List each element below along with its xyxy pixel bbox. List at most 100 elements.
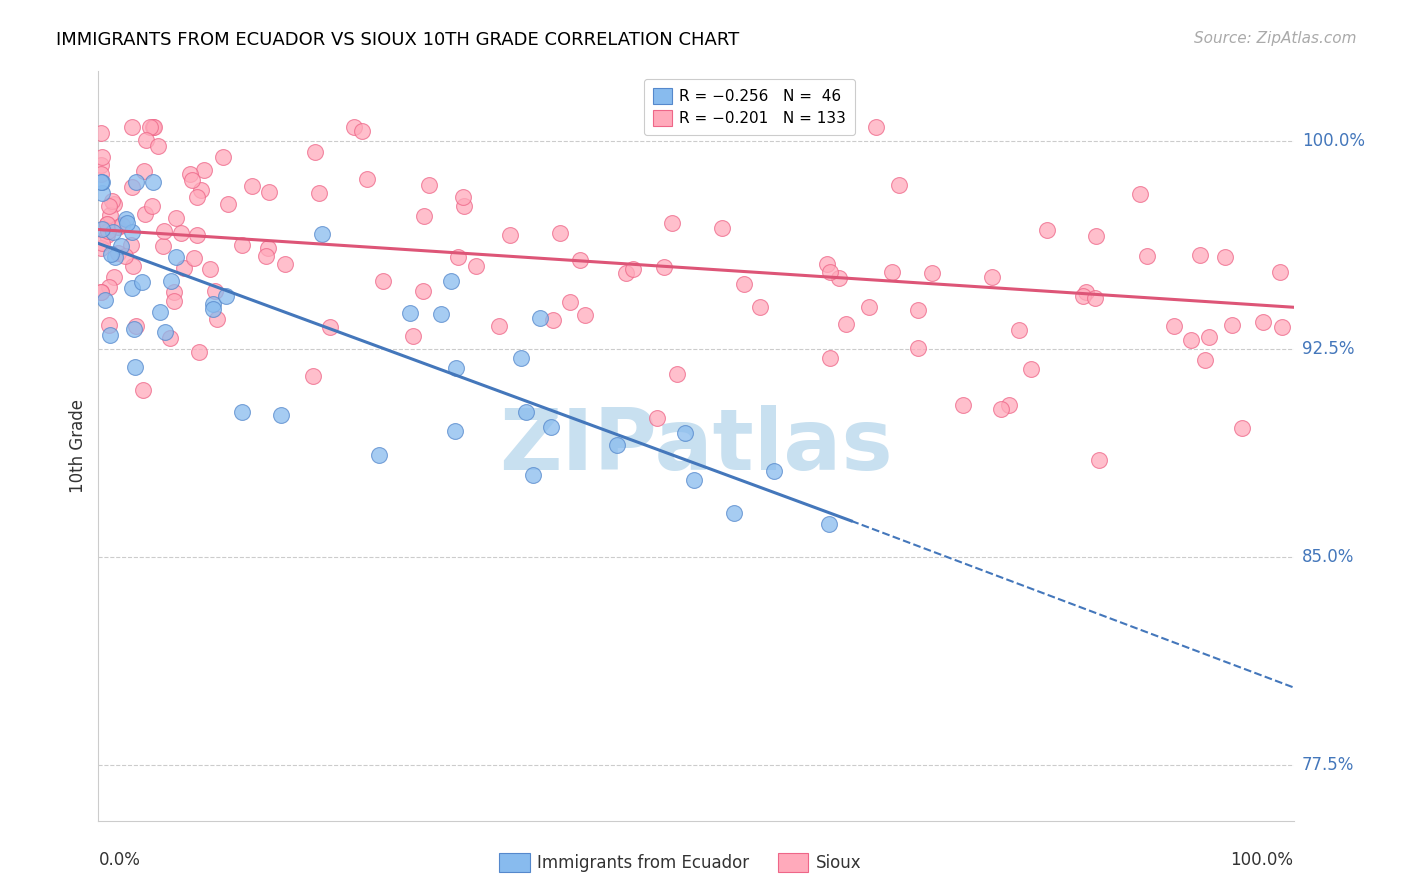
Point: [446, 361, 468, 376]
Text: 92.5%: 92.5%: [1302, 340, 1354, 358]
Point: [980, 269, 1002, 284]
Point: [115, 211, 138, 226]
Text: 100.0%: 100.0%: [1302, 132, 1365, 150]
Point: [165, 251, 187, 265]
Point: [103, 269, 125, 284]
Point: [163, 285, 186, 300]
Point: [257, 241, 280, 255]
Point: [231, 237, 253, 252]
Point: [122, 259, 145, 273]
Point: [205, 311, 228, 326]
Point: [90, 285, 112, 299]
Point: [254, 249, 277, 263]
Text: 100.0%: 100.0%: [1230, 851, 1294, 869]
Point: [91, 175, 114, 189]
Point: [818, 351, 841, 365]
Point: [215, 289, 238, 303]
Point: [153, 325, 176, 339]
Point: [138, 120, 160, 134]
Point: [173, 260, 195, 275]
Point: [1198, 329, 1220, 343]
Text: IMMIGRANTS FROM ECUADOR VS SIOUX 10TH GRADE CORRELATION CHART: IMMIGRANTS FROM ECUADOR VS SIOUX 10TH GR…: [56, 31, 740, 49]
Point: [98, 318, 121, 333]
Point: [522, 467, 544, 482]
Text: 0.0%: 0.0%: [98, 851, 141, 869]
Point: [1163, 318, 1185, 333]
Point: [120, 237, 142, 252]
Point: [723, 506, 745, 520]
Point: [202, 297, 225, 311]
Point: [673, 426, 696, 441]
Point: [125, 175, 148, 189]
Point: [621, 261, 644, 276]
Point: [529, 310, 551, 325]
Point: [124, 360, 146, 375]
Point: [661, 215, 683, 229]
Point: [302, 368, 325, 383]
Point: [90, 241, 112, 255]
Point: [749, 301, 772, 315]
Point: [430, 308, 453, 322]
Point: [606, 438, 628, 452]
Point: [198, 262, 221, 277]
Point: [159, 274, 181, 288]
Point: [1271, 319, 1294, 334]
Point: [152, 239, 174, 253]
Point: [231, 405, 253, 419]
Point: [163, 293, 186, 308]
Point: [110, 238, 132, 252]
Point: [1129, 186, 1152, 201]
Point: [907, 302, 929, 317]
Point: [111, 219, 134, 233]
Point: [907, 341, 929, 355]
Point: [165, 211, 187, 226]
Point: [107, 246, 129, 260]
Point: [180, 173, 202, 187]
Text: 85.0%: 85.0%: [1302, 548, 1354, 566]
Point: [90, 285, 112, 299]
Point: [540, 419, 562, 434]
Point: [94, 293, 117, 308]
Point: [828, 271, 851, 285]
Legend: R = −0.256   N =  46, R = −0.201   N = 133: R = −0.256 N = 46, R = −0.201 N = 133: [644, 79, 855, 136]
Point: [1189, 248, 1212, 262]
Point: [90, 126, 112, 140]
Point: [202, 301, 225, 316]
Point: [1180, 333, 1202, 347]
Point: [1136, 249, 1159, 263]
Point: [921, 266, 943, 280]
Y-axis label: 10th Grade: 10th Grade: [69, 399, 87, 493]
Point: [569, 252, 592, 267]
Point: [350, 124, 373, 138]
Point: [98, 328, 121, 343]
Point: [368, 448, 391, 462]
Point: [865, 120, 887, 134]
Point: [733, 277, 755, 292]
Point: [212, 151, 235, 165]
Point: [183, 251, 205, 265]
Point: [240, 178, 263, 193]
Point: [100, 247, 122, 261]
Point: [121, 280, 143, 294]
Point: [412, 284, 434, 298]
Point: [710, 220, 733, 235]
Point: [356, 172, 378, 186]
Point: [652, 260, 675, 274]
Point: [574, 308, 596, 322]
Point: [834, 317, 856, 331]
Point: [270, 408, 292, 422]
Point: [273, 257, 295, 271]
Point: [818, 517, 841, 532]
Text: Immigrants from Ecuador: Immigrants from Ecuador: [537, 854, 749, 871]
Point: [96, 217, 118, 231]
Point: [187, 344, 209, 359]
Point: [398, 306, 420, 320]
Point: [418, 178, 440, 193]
Point: [1073, 289, 1095, 303]
Point: [1084, 291, 1107, 305]
Point: [152, 224, 174, 238]
Point: [645, 410, 668, 425]
Point: [135, 133, 157, 147]
Point: [96, 227, 118, 242]
Point: [131, 275, 153, 289]
